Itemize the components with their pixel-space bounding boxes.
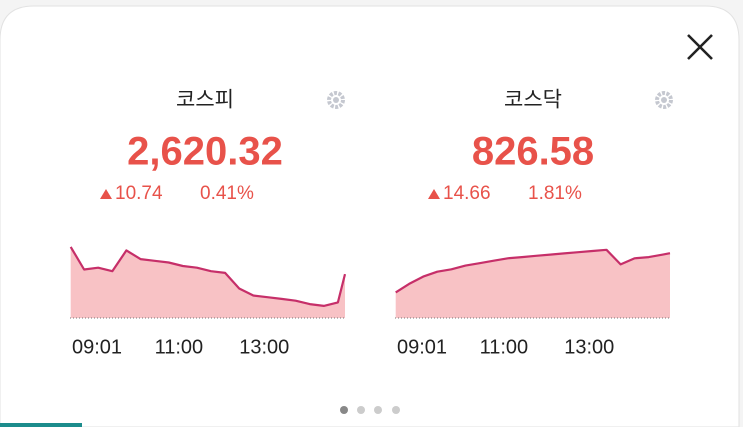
line bbox=[395, 248, 671, 294]
x-tick-label: 11:00 bbox=[155, 336, 204, 358]
tab-indicator bbox=[0, 423, 82, 427]
card-bg bbox=[0, 5, 740, 427]
settings-icon[interactable] bbox=[655, 91, 673, 109]
index-value: 2,620.32 bbox=[127, 130, 283, 174]
index-name: 코스닥 bbox=[504, 89, 562, 112]
close-button[interactable] bbox=[687, 34, 713, 60]
up-arrow bbox=[428, 189, 440, 199]
percent: 0.41% bbox=[200, 183, 254, 204]
page-dots bbox=[340, 406, 400, 414]
change: 14.66 bbox=[443, 183, 491, 204]
change: 10.74 bbox=[115, 183, 163, 204]
index-name: 코스피 bbox=[176, 89, 234, 112]
line bbox=[69, 246, 347, 307]
percent: 1.81% bbox=[528, 183, 582, 204]
gear bbox=[327, 91, 345, 109]
area bbox=[70, 246, 345, 318]
x-tick-label: 13:00 bbox=[239, 336, 289, 358]
gear-core bbox=[661, 97, 667, 103]
index-value: 826.58 bbox=[472, 130, 594, 174]
x-tick-label: 09:01 bbox=[72, 336, 122, 358]
up-arrow bbox=[100, 189, 112, 199]
x-tick-label: 09:01 bbox=[397, 336, 447, 358]
gear bbox=[655, 91, 673, 109]
gear-core bbox=[333, 97, 339, 103]
settings-icon[interactable] bbox=[327, 91, 345, 109]
x-tick-label: 11:00 bbox=[480, 336, 529, 358]
x-tick-label: 13:00 bbox=[564, 336, 614, 358]
